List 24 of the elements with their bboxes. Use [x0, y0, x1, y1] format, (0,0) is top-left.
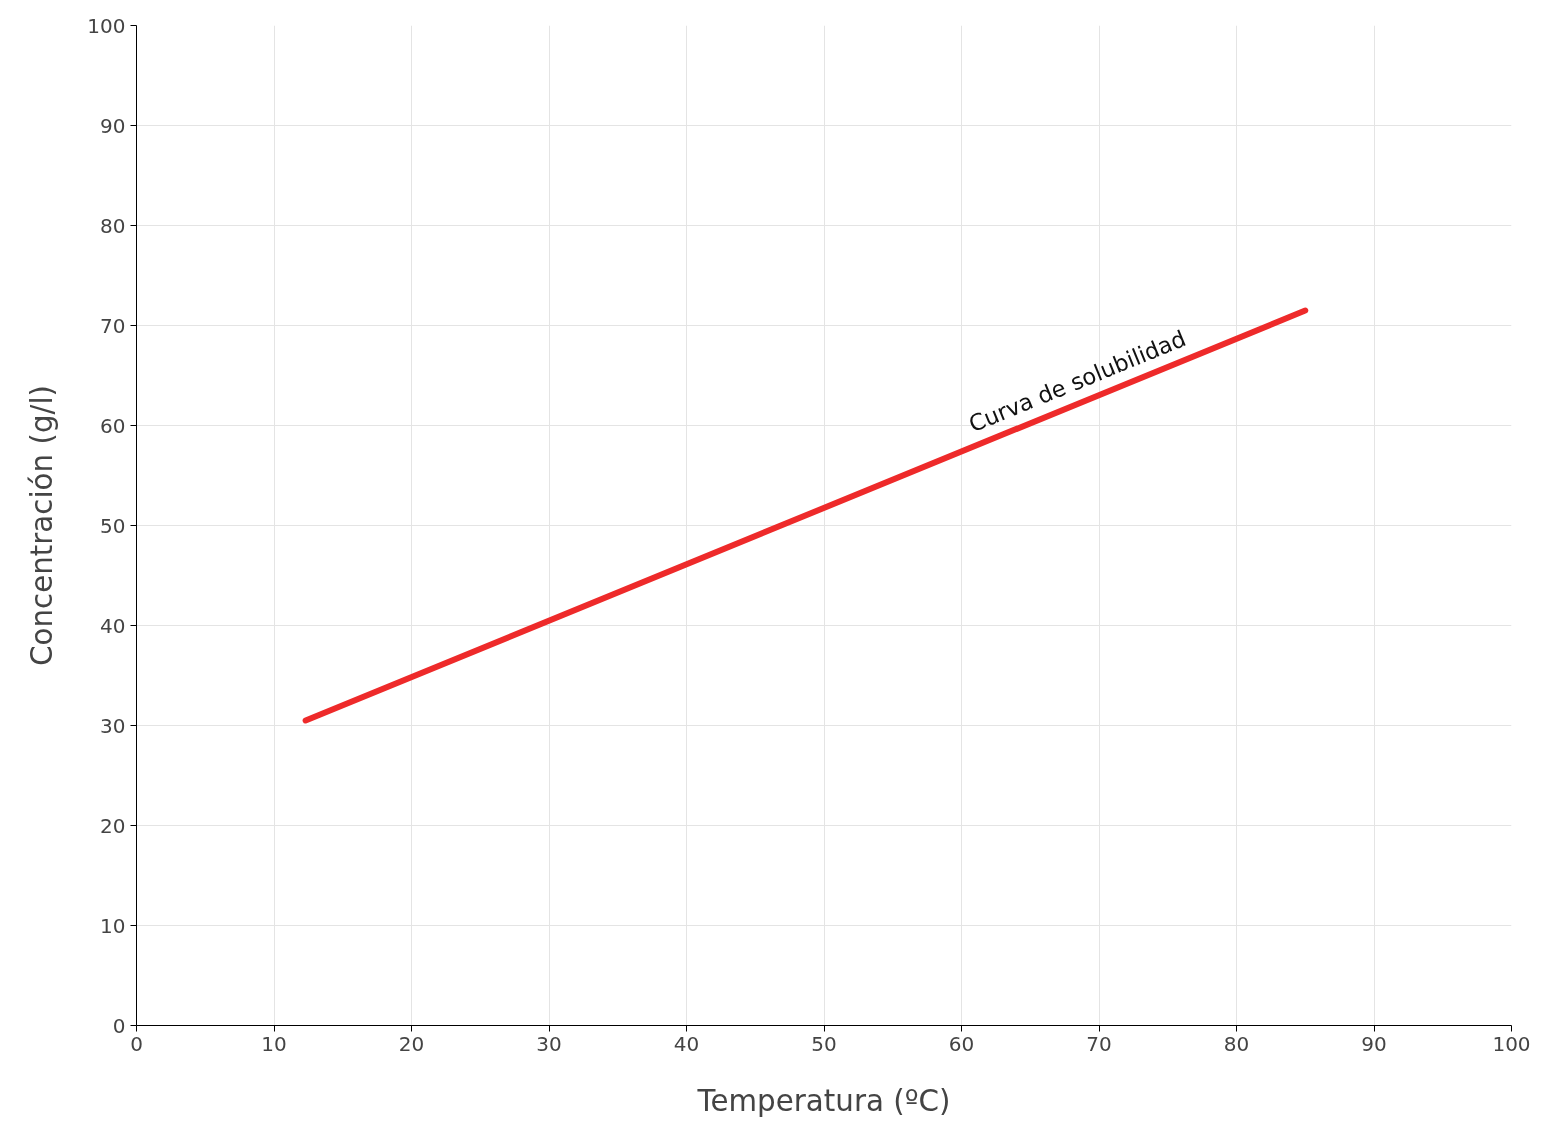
x-axis-title: Temperatura (ºC) [696, 1083, 951, 1118]
y-tick-label: 100 [87, 13, 126, 38]
x-tick-label: 90 [1361, 1031, 1387, 1056]
y-tick-label: 0 [112, 1013, 126, 1038]
x-tick-label: 100 [1492, 1031, 1531, 1056]
y-tick-label: 20 [100, 813, 126, 838]
y-tick-label: 40 [100, 613, 126, 638]
x-tick-label: 10 [261, 1031, 287, 1056]
x-tick-label: 20 [398, 1031, 425, 1056]
y-tick-label: 60 [100, 413, 126, 438]
x-tick-label: 70 [1086, 1031, 1112, 1056]
x-tick-label: 80 [1223, 1031, 1250, 1056]
y-tick-label: 30 [100, 713, 126, 738]
y-axis-title: Concentración (g/l) [25, 385, 60, 666]
y-tick-label: 10 [100, 913, 126, 938]
y-tick-label: 80 [100, 213, 126, 238]
x-tick-label: 60 [948, 1031, 975, 1056]
x-tick-label: 0 [130, 1031, 143, 1056]
y-tick-label: 50 [100, 513, 126, 538]
x-tick-label: 40 [673, 1031, 700, 1056]
x-tick-label: 30 [536, 1031, 562, 1056]
y-tick-label: 70 [100, 313, 126, 338]
x-tick-label: 50 [811, 1031, 837, 1056]
y-tick-label: 90 [100, 113, 126, 138]
